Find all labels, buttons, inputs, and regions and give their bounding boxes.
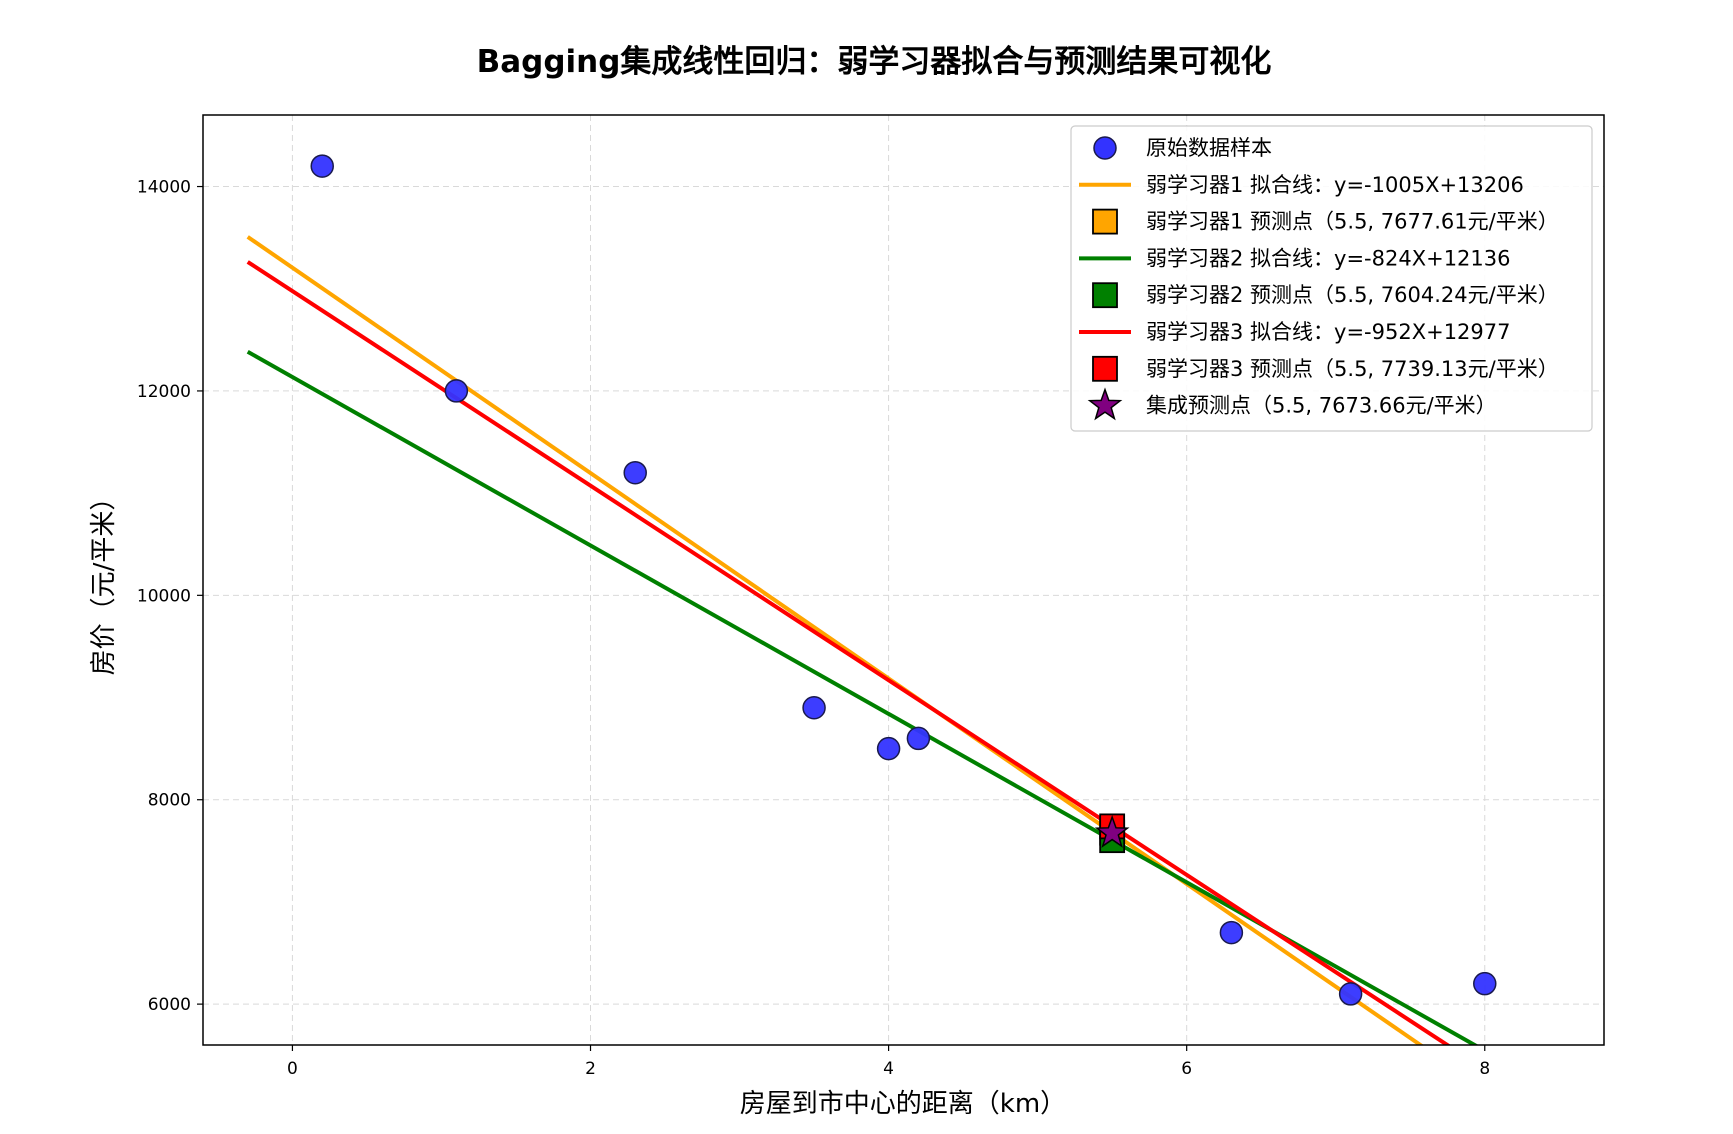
legend-label: 弱学习器3 拟合线：y=-952X+12977	[1146, 320, 1511, 344]
legend-marker-square	[1092, 355, 1118, 382]
y-axis-label: 房价（元/平米）	[89, 485, 119, 676]
fit-line-2	[246, 350, 1479, 1045]
x-tick-label: 6	[1181, 1059, 1192, 1079]
data-point	[444, 379, 469, 403]
y-tick-label: 14000	[137, 178, 191, 198]
x-axis-label: 房屋到市中心的距离（km）	[740, 1089, 1066, 1119]
plot-frame	[202, 114, 1605, 1046]
y-tick-label: 8000	[148, 791, 191, 811]
data-points	[310, 154, 1497, 1006]
data-point	[876, 736, 901, 761]
legend-marker-square	[1092, 208, 1118, 235]
legend-marker-circle	[1093, 136, 1117, 160]
y-tick-label: 6000	[148, 995, 191, 1015]
legend-label: 弱学习器1 拟合线：y=-1005X+13206	[1146, 173, 1524, 197]
data-point	[1338, 982, 1363, 1006]
y-tick-label: 10000	[137, 586, 191, 606]
y-tick-label: 12000	[137, 382, 191, 402]
x-tick-label: 2	[585, 1059, 596, 1079]
legend-label: 弱学习器2 拟合线：y=-824X+12136	[1146, 246, 1511, 270]
legend-label: 原始数据样本	[1146, 136, 1272, 160]
legend-label: 弱学习器3 预测点（5.5, 7739.13元/平米）	[1146, 357, 1559, 381]
chart-title: Bagging集成线性回归：弱学习器拟合与预测结果可视化	[477, 44, 1272, 80]
x-tick-label: 8	[1479, 1059, 1490, 1079]
x-tick-label: 0	[287, 1059, 298, 1079]
legend-label: 弱学习器2 预测点（5.5, 7604.24元/平米）	[1146, 283, 1559, 307]
legend-label: 弱学习器1 预测点（5.5, 7677.61元/平米）	[1146, 210, 1559, 234]
prediction-points	[1094, 813, 1130, 854]
axis-ticks: 0 2 4 6 8 6000 8000 10000 12000 14000	[137, 178, 1490, 1079]
legend-label: 集成预测点（5.5, 7673.66元/平米）	[1146, 394, 1497, 418]
data-point	[1219, 920, 1244, 945]
data-point	[1473, 971, 1497, 996]
legend-box	[1070, 125, 1593, 432]
legend-marker-square	[1092, 282, 1118, 309]
legend-marker-star	[1087, 387, 1123, 421]
data-point	[310, 154, 334, 178]
data-point	[906, 726, 931, 751]
data-point	[623, 460, 647, 485]
x-tick-label: 4	[883, 1059, 894, 1079]
ensemble-prediction-star	[1094, 814, 1130, 848]
data-point	[802, 695, 826, 720]
